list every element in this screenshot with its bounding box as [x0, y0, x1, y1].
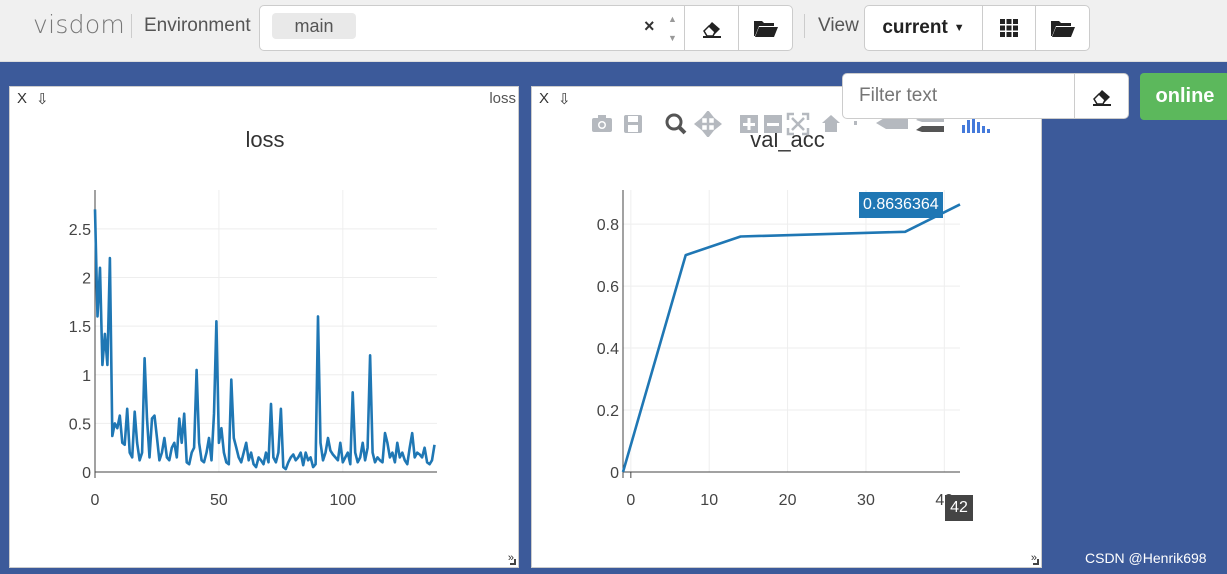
manage-environments-button[interactable] [738, 5, 793, 51]
resize-hint-icon[interactable]: » [507, 552, 514, 564]
grid-icon [1000, 19, 1018, 37]
plot-modebar [590, 109, 1040, 139]
navbar-divider [804, 14, 805, 38]
hover-closest-icon[interactable] [876, 117, 908, 129]
resize-hint-icon[interactable]: » [1030, 552, 1037, 564]
y-tick-label: 0 [82, 465, 91, 482]
val-acc-plot-pane: X ⇩ val_acc 00.20.40.60.8010203040 0.863… [531, 86, 1042, 568]
x-tick-label: 50 [210, 492, 228, 509]
y-tick-label: 1 [82, 368, 91, 385]
y-tick-label: 0.4 [597, 341, 619, 358]
download-icon[interactable]: ⇩ [558, 91, 571, 108]
top-navbar: visdom Environment main × ▲ ▼ View curren… [0, 0, 1227, 62]
environment-select[interactable]: main × ▲ ▼ [259, 5, 685, 51]
pan-icon[interactable] [693, 109, 723, 139]
manage-views-button[interactable] [1035, 5, 1090, 51]
val-acc-chart[interactable]: 00.20.40.60.8010203040 [532, 87, 1043, 569]
hover-value-text: 0.8636364 [863, 196, 939, 213]
y-tick-label: 2 [82, 271, 91, 288]
home-icon[interactable] [822, 115, 840, 132]
y-tick-label: 2.5 [69, 222, 91, 239]
hover-x-text: 42 [950, 499, 968, 516]
y-tick-label: 0.2 [597, 403, 619, 420]
view-select-value: current [882, 17, 948, 38]
filter-text-input[interactable] [842, 73, 1075, 119]
resize-handle[interactable] [510, 559, 516, 565]
x-tick-label: 0 [91, 492, 100, 509]
autoscale-icon[interactable] [786, 112, 810, 136]
x-tick-label: 20 [779, 492, 797, 509]
series-line [93, 209, 436, 471]
loss-plot-pane: X ⇩ loss loss 0 0.5 1 1.5 2 2.5 0 50 100 » [9, 86, 519, 568]
camera-icon[interactable] [592, 115, 612, 132]
zoom-icon[interactable] [665, 113, 687, 135]
x-tick-label: 0 [626, 492, 635, 509]
hover-value-tooltip: 0.8636364 [859, 192, 943, 218]
folder-open-icon [1050, 18, 1076, 38]
zoom-in-icon[interactable] [740, 115, 758, 133]
x-tick-label: 30 [857, 492, 875, 509]
clear-filter-button[interactable] [1074, 73, 1129, 119]
environment-spinner-icon[interactable]: ▲ ▼ [668, 14, 677, 43]
view-label: View [818, 15, 859, 36]
connection-status-button[interactable]: online [1140, 73, 1227, 120]
y-tick-label: 0.5 [69, 416, 91, 433]
close-pane-button[interactable]: X [539, 90, 550, 107]
window-name-label: loss [489, 90, 516, 107]
chart-title: loss [245, 127, 285, 152]
eraser-icon [701, 18, 723, 38]
zoom-out-icon[interactable] [764, 115, 782, 133]
plotly-logo-icon[interactable] [962, 115, 990, 133]
folder-open-icon [753, 18, 779, 38]
brand-logo[interactable]: visdom [33, 10, 126, 39]
x-tick-label: 10 [700, 492, 718, 509]
eraser-icon [1091, 86, 1113, 106]
clear-environment-button[interactable] [684, 5, 739, 51]
caret-down-icon: ▼ [953, 22, 965, 34]
environment-label: Environment [144, 15, 251, 36]
resize-handle[interactable] [1033, 559, 1039, 565]
hover-x-tooltip: 42 [945, 495, 973, 521]
y-tick-label: 0 [610, 465, 619, 482]
download-icon[interactable]: ⇩ [36, 91, 49, 108]
save-icon[interactable] [624, 115, 642, 133]
series-line [621, 203, 961, 473]
watermark: CSDN @Henrik698 [1085, 550, 1207, 566]
repack-button[interactable] [982, 5, 1036, 51]
loss-chart[interactable]: 0 0.5 1 1.5 2 2.5 0 50 100 [10, 87, 520, 569]
close-pane-button[interactable]: X [17, 90, 28, 107]
view-select-button[interactable]: current ▼ [864, 5, 983, 51]
y-tick-label: 1.5 [69, 319, 91, 336]
environment-tag-main[interactable]: main [272, 13, 356, 39]
x-tick-label: 100 [329, 492, 356, 509]
clear-environment-icon[interactable]: × [644, 16, 655, 36]
navbar-divider [131, 14, 132, 38]
y-tick-label: 0.8 [597, 217, 619, 234]
y-tick-label: 0.6 [597, 279, 619, 296]
